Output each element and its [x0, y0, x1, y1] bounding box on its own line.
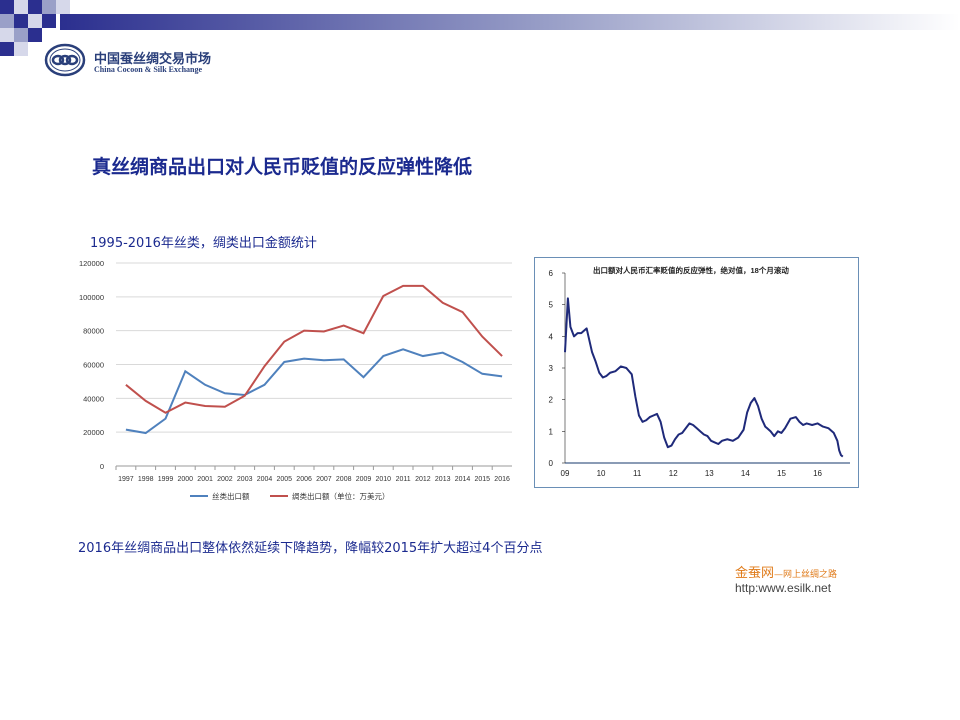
- y-tick-label: 120000: [79, 259, 104, 268]
- y-tick-label: 1: [549, 427, 554, 436]
- export-amount-line-chart: 0 20000 40000 60000 80000 100000 120000 1997 19…: [79, 259, 512, 501]
- y-tick-label: 40000: [83, 394, 104, 403]
- legend-label: 丝类出口额: [212, 491, 250, 501]
- x-tick-label: 2013: [435, 476, 451, 483]
- y-tick-label: 100000: [79, 293, 104, 302]
- x-tick-label: 2008: [336, 476, 352, 483]
- y-tick-label: 6: [549, 269, 554, 278]
- watermark-brand: 金蚕网: [735, 566, 775, 581]
- x-tick-label: 2011: [396, 476, 411, 483]
- x-tick-label: 2016: [494, 476, 510, 483]
- x-tick-label: 2001: [197, 476, 213, 483]
- x-tick-label: 2007: [316, 476, 332, 483]
- elasticity-chart-panel: 出口额对人民币汇率贬值的反应弹性，绝对值，18个月滚动 0 1 2 3 4 5 6 09 10 1…: [534, 257, 859, 488]
- x-tick-label: 2006: [296, 476, 312, 483]
- header-band: [0, 0, 960, 56]
- x-tick-label: 15: [777, 469, 786, 478]
- y-tick-label: 60000: [83, 361, 104, 370]
- x-tick-label: 2003: [237, 476, 253, 483]
- cocoon-emblem-icon: [44, 43, 86, 77]
- x-tick-label: 2014: [455, 476, 471, 483]
- x-tick-label: 2000: [178, 476, 194, 483]
- x-tick-label: 2002: [217, 476, 233, 483]
- x-tick-label: 2005: [277, 476, 293, 483]
- x-tick-label: 11: [633, 469, 642, 478]
- x-tick-label: 2010: [376, 476, 392, 483]
- legend-label: 绸类出口额（单位：万美元）: [292, 491, 390, 501]
- logo-chinese-name: 中国蚕丝绸交易市场: [94, 52, 212, 67]
- y-tick-label: 5: [549, 301, 554, 310]
- watermark-url: http:www.esilk.net: [735, 581, 832, 595]
- y-tick-label: 2: [549, 396, 554, 405]
- x-tick-label: 16: [813, 469, 822, 478]
- y-tick-label: 20000: [83, 428, 104, 437]
- x-tick-label: 13: [705, 469, 714, 478]
- x-tick-label: 2004: [257, 476, 273, 483]
- series-line-2: [125, 284, 503, 414]
- watermark-tagline: —网上丝绸之路: [774, 570, 838, 580]
- elasticity-series-line: [564, 297, 844, 458]
- elasticity-chart-title: 出口额对人民币汇率贬值的反应弹性，绝对值，18个月滚动: [593, 265, 789, 275]
- x-tick-label: 1999: [158, 476, 174, 483]
- x-tick-label: 2009: [356, 476, 372, 483]
- slide-title: 真丝绸商品出口对人民币贬值的反应弹性降低: [92, 156, 473, 178]
- logo-english-name: China Cocoon & Silk Exchange: [94, 65, 203, 74]
- y-tick-label: 0: [549, 459, 554, 468]
- exchange-logo: 中国蚕丝绸交易市场 China Cocoon & Silk Exchange: [44, 42, 244, 82]
- x-tick-label: 1997: [118, 476, 134, 483]
- esilk-watermark: 金蚕网—网上丝绸之路 http:www.esilk.net: [735, 562, 837, 595]
- x-tick-label: 09: [561, 469, 570, 478]
- bottom-note: 2016年丝绸商品出口整体依然延续下降趋势，降幅较2015年扩大超过4个百分点: [78, 541, 543, 556]
- chart1-caption: 1995-2016年丝类，绸类出口金额统计: [90, 236, 317, 251]
- x-tick-label: 14: [741, 469, 750, 478]
- y-tick-label: 0: [100, 462, 104, 471]
- x-tick-label: 12: [669, 469, 678, 478]
- y-tick-label: 80000: [83, 327, 104, 336]
- series-line-1: [125, 348, 503, 435]
- x-tick-label: 10: [597, 469, 606, 478]
- y-tick-label: 3: [549, 364, 554, 373]
- y-tick-label: 4: [549, 332, 554, 341]
- x-tick-label: 1998: [138, 476, 154, 483]
- x-tick-label: 2015: [475, 476, 491, 483]
- x-tick-label: 2012: [415, 476, 431, 483]
